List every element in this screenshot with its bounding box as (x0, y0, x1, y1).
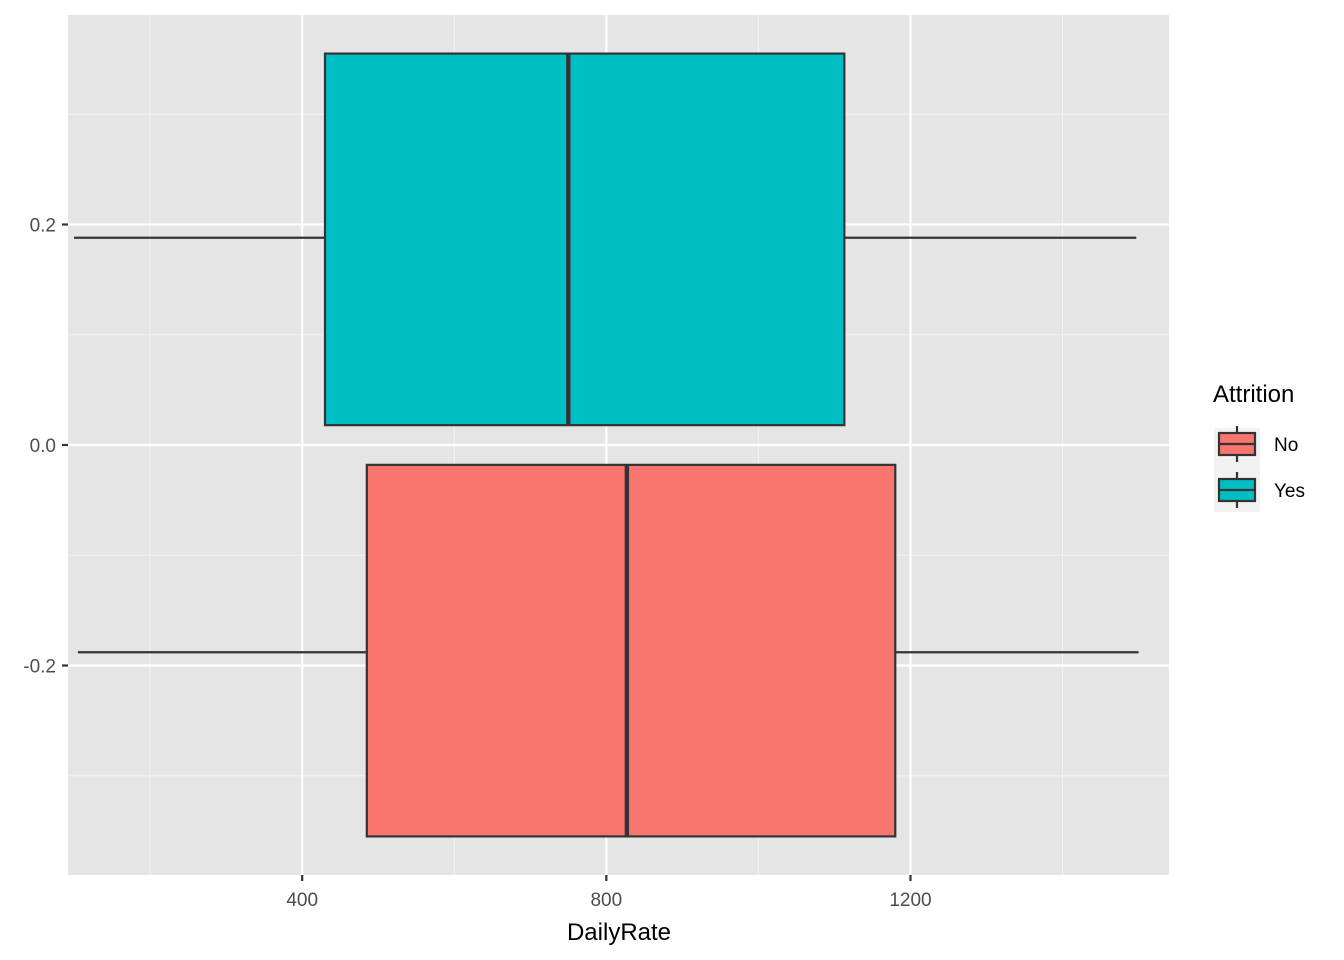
legend-label-yes: Yes (1274, 481, 1305, 502)
box-yes (74, 52, 1137, 427)
legend-key-yes (1217, 472, 1257, 508)
iqr-box (323, 52, 846, 427)
x-tick-label: 400 (286, 890, 318, 911)
x-tick-label: 1200 (889, 890, 931, 911)
box-series (74, 52, 1139, 838)
legend-title: Attrition (1213, 381, 1294, 408)
x-axis: 400 800 1200 (286, 875, 932, 911)
iqr-box (365, 463, 897, 838)
box-no (77, 463, 1139, 838)
legend-key-no (1217, 426, 1257, 462)
legend-label-no: No (1274, 435, 1298, 456)
y-tick-label: 0.2 (30, 215, 56, 236)
legend: Attrition No Yes (1213, 381, 1305, 512)
y-axis: -0.2 0.0 0.2 (23, 215, 68, 678)
x-tick-label: 800 (590, 890, 622, 911)
x-axis-title: DailyRate (567, 919, 671, 946)
y-tick-label: -0.2 (23, 657, 56, 678)
y-tick-label: 0.0 (30, 436, 56, 457)
